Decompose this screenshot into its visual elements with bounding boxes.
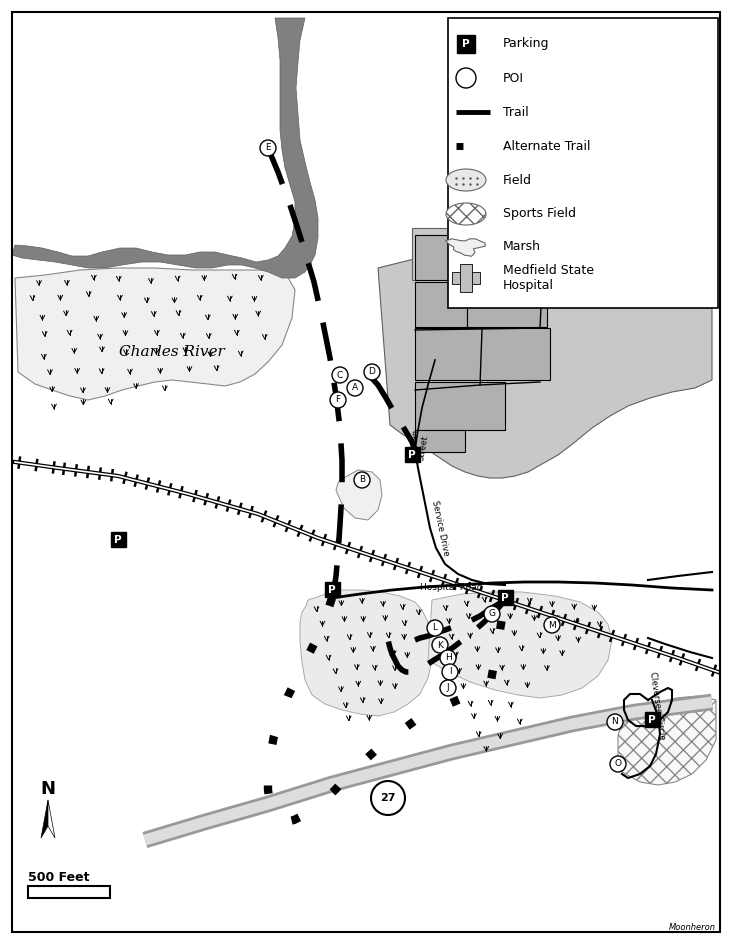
Circle shape xyxy=(440,650,456,666)
Text: Charles River: Charles River xyxy=(119,345,225,359)
Bar xyxy=(415,382,505,430)
Circle shape xyxy=(260,140,276,156)
Text: P: P xyxy=(501,593,509,603)
Polygon shape xyxy=(12,18,318,278)
Circle shape xyxy=(347,380,363,396)
Polygon shape xyxy=(300,590,432,716)
Text: Trail: Trail xyxy=(503,106,529,119)
Polygon shape xyxy=(41,800,48,838)
Bar xyxy=(415,235,545,280)
Bar xyxy=(415,430,465,452)
Polygon shape xyxy=(48,800,55,838)
Text: P: P xyxy=(649,715,656,725)
Text: 27: 27 xyxy=(380,793,396,803)
Bar xyxy=(415,282,467,327)
Text: G: G xyxy=(488,610,496,618)
Bar xyxy=(405,447,420,462)
Circle shape xyxy=(440,680,456,696)
Circle shape xyxy=(610,756,626,772)
Text: C: C xyxy=(337,370,343,379)
Polygon shape xyxy=(378,228,712,478)
Circle shape xyxy=(432,637,448,653)
Polygon shape xyxy=(336,470,382,520)
Text: P: P xyxy=(462,39,470,49)
Bar xyxy=(452,272,480,284)
Text: N: N xyxy=(612,717,619,727)
Bar xyxy=(325,582,340,597)
Text: Garden
Street: Garden Street xyxy=(406,428,431,462)
Text: F: F xyxy=(335,396,340,404)
Ellipse shape xyxy=(446,169,486,191)
Polygon shape xyxy=(15,268,295,400)
Text: D: D xyxy=(369,367,376,377)
Polygon shape xyxy=(618,696,716,785)
Circle shape xyxy=(371,781,405,815)
Bar xyxy=(498,590,513,605)
Circle shape xyxy=(364,364,380,380)
Text: Sports Field: Sports Field xyxy=(503,208,576,221)
Text: O: O xyxy=(614,760,621,768)
Text: J: J xyxy=(447,683,449,693)
Circle shape xyxy=(330,392,346,408)
Text: A: A xyxy=(352,383,358,393)
Text: M: M xyxy=(548,620,556,630)
Circle shape xyxy=(607,714,623,730)
Text: P: P xyxy=(114,535,122,545)
Polygon shape xyxy=(446,239,485,256)
Bar xyxy=(111,532,126,547)
Text: 500 Feet: 500 Feet xyxy=(28,871,89,884)
Circle shape xyxy=(354,472,370,488)
Circle shape xyxy=(442,664,458,680)
Text: Parking: Parking xyxy=(503,38,550,50)
Text: Field: Field xyxy=(503,174,532,187)
Circle shape xyxy=(544,617,560,633)
Text: P: P xyxy=(408,450,416,460)
Text: POI: POI xyxy=(503,72,524,85)
Text: Cleversee Circle: Cleversee Circle xyxy=(648,671,666,741)
Text: L: L xyxy=(433,623,438,632)
Polygon shape xyxy=(412,228,540,280)
Text: E: E xyxy=(265,143,271,153)
Bar xyxy=(28,886,110,898)
Bar xyxy=(448,18,718,308)
Text: Moonheron: Moonheron xyxy=(669,923,716,932)
Text: P: P xyxy=(328,585,336,595)
Circle shape xyxy=(332,367,348,383)
Text: Alternate Trail: Alternate Trail xyxy=(503,140,591,153)
Bar xyxy=(415,328,550,380)
Text: Hospital Road: Hospital Road xyxy=(420,583,482,593)
Text: K: K xyxy=(437,640,443,649)
Ellipse shape xyxy=(446,203,486,225)
Text: H: H xyxy=(444,653,452,663)
Text: Medfield State
Hospital: Medfield State Hospital xyxy=(503,264,594,292)
Bar xyxy=(467,280,547,327)
Circle shape xyxy=(456,68,476,88)
Bar xyxy=(502,228,540,280)
Polygon shape xyxy=(428,592,612,698)
Bar xyxy=(460,264,472,292)
Text: Service Drive: Service Drive xyxy=(430,499,450,556)
Bar xyxy=(645,712,660,727)
Circle shape xyxy=(484,606,500,622)
Text: Marsh: Marsh xyxy=(503,240,541,252)
Circle shape xyxy=(427,620,443,636)
Text: I: I xyxy=(449,667,452,677)
Text: B: B xyxy=(359,476,365,484)
Bar xyxy=(457,35,475,53)
Text: N: N xyxy=(40,780,56,798)
